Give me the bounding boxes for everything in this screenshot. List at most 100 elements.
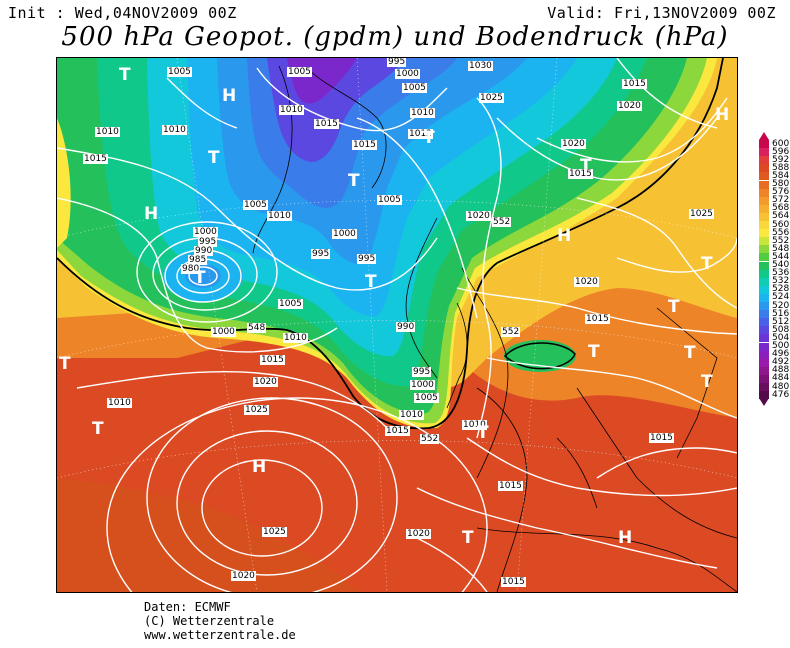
legend-swatch (759, 164, 769, 173)
legend-value: 564 (772, 211, 790, 222)
isobar-label: 552 (501, 327, 521, 337)
legend-swatch (759, 269, 769, 278)
isobar-label: 1005 (414, 393, 439, 403)
legend-value: 532 (772, 276, 790, 287)
isobar-label: 1015 (260, 355, 285, 365)
isobar-label: 1005 (402, 83, 427, 93)
legend-swatch (759, 334, 769, 343)
legend-swatch (759, 196, 769, 205)
isobar-label: 1025 (262, 527, 287, 537)
isobar-label: 1005 (243, 200, 268, 210)
isobar-label: 1012 (408, 129, 433, 139)
legend-value: 500 (772, 341, 790, 351)
legend-value: 596 (772, 146, 790, 157)
legend-swatch (759, 172, 769, 181)
isobar-label: 1000 (211, 327, 236, 337)
legend-value: 552 (772, 235, 790, 246)
isobar-label: 995 (198, 237, 218, 247)
isobar-label: 1015 (314, 119, 339, 129)
legend-value: 496 (772, 349, 790, 360)
low-pressure-marker: T (208, 148, 220, 168)
isobar-label: 1005 (377, 195, 402, 205)
legend-value: 548 (772, 243, 790, 254)
isobar-label: 1020 (466, 211, 491, 221)
legend-value: 528 (772, 284, 790, 295)
legend-value: 568 (772, 203, 790, 214)
high-pressure-marker: H (144, 204, 159, 224)
legend-swatch (759, 350, 769, 359)
isobar-label: 1015 (83, 154, 108, 164)
legend-value: 560 (772, 219, 790, 230)
weather-map: 1005 1005 995 1000 1005 1030 1025 1015 1020 1010 1… (56, 57, 738, 593)
legend-value: 584 (772, 170, 790, 181)
low-pressure-marker: T (462, 528, 474, 548)
legend-swatch (759, 293, 769, 302)
low-pressure-marker: T (92, 419, 104, 439)
isobar-label: 1005 (167, 67, 192, 77)
isobar-label: 1020 (561, 139, 586, 149)
legend-value: 524 (772, 292, 790, 303)
high-pressure-marker: H (557, 226, 572, 246)
isobar-label: 1020 (231, 571, 256, 581)
legend-swatch (759, 261, 769, 270)
high-pressure-marker: H (715, 105, 730, 125)
isobar-label: 995 (412, 367, 432, 377)
legend-value: 588 (772, 162, 790, 173)
isobar-label: 1020 (617, 101, 642, 111)
low-pressure-marker: T (194, 268, 206, 288)
isobar-label: 1015 (385, 426, 410, 436)
legend-swatch (759, 342, 769, 351)
valid-time: Valid: Fri,13NOV2009 00Z (547, 4, 776, 22)
legend-swatch (759, 221, 769, 229)
legend-swatch (759, 188, 769, 197)
isobar-label: 1015 (352, 140, 377, 150)
legend-swatch (759, 366, 769, 375)
high-pressure-marker: H (618, 528, 633, 548)
copyright: (C) Wetterzentrale (144, 614, 275, 628)
legend-value: 536 (772, 268, 790, 279)
isobar-label: 1010 (410, 108, 435, 118)
isobar-label: 1010 (462, 420, 487, 430)
high-pressure-marker: H (222, 86, 237, 106)
isobar-label: 1030 (468, 61, 493, 71)
isobar-label: 1000 (332, 229, 357, 239)
isobar-label: 995 (387, 57, 407, 67)
low-pressure-marker: T (701, 254, 713, 274)
isobar-label: 1015 (622, 79, 647, 89)
isobar-label: 548 (247, 323, 267, 333)
legend-swatch (759, 229, 769, 238)
chart-title: 500 hPa Geopot. (gpdm) und Bodendruck (h… (61, 22, 729, 52)
legend-value: 484 (772, 373, 790, 384)
legend-arrow-up-icon (759, 132, 769, 140)
isobar-label: 1000 (193, 227, 218, 237)
legend-value: 492 (772, 357, 790, 368)
low-pressure-marker: T (668, 297, 680, 317)
legend-swatch (759, 253, 769, 262)
isobar-label: 1020 (253, 377, 278, 387)
legend-swatch (759, 245, 769, 254)
legend-value: 504 (772, 332, 790, 343)
isobar-label: 1010 (95, 127, 120, 137)
isobar-label: 1010 (283, 333, 308, 343)
legend-value: 520 (772, 300, 790, 311)
legend-swatch (759, 302, 769, 310)
legend-swatch (759, 391, 769, 400)
isobar-label: 1010 (279, 105, 304, 115)
isobar-label: 552 (420, 434, 440, 444)
isobar-label: 985 (188, 255, 208, 265)
isobar-label: 1010 (399, 410, 424, 420)
legend-swatch (759, 237, 769, 246)
legend-swatch (759, 204, 769, 213)
legend-swatch (759, 374, 769, 383)
legend-value: 576 (772, 187, 790, 198)
legend-value: 592 (772, 154, 790, 165)
isobar-label: 552 (492, 217, 512, 227)
isobar-label: 1025 (479, 93, 504, 103)
legend-value: 488 (772, 365, 790, 376)
isobar-label: 1015 (501, 577, 526, 587)
legend-value: 572 (772, 195, 790, 206)
isobar-label: 1015 (649, 433, 674, 443)
legend-value: 540 (772, 260, 790, 270)
init-time: Init : Wed,04NOV2009 00Z (8, 4, 237, 22)
isobar-label: 1015 (568, 169, 593, 179)
